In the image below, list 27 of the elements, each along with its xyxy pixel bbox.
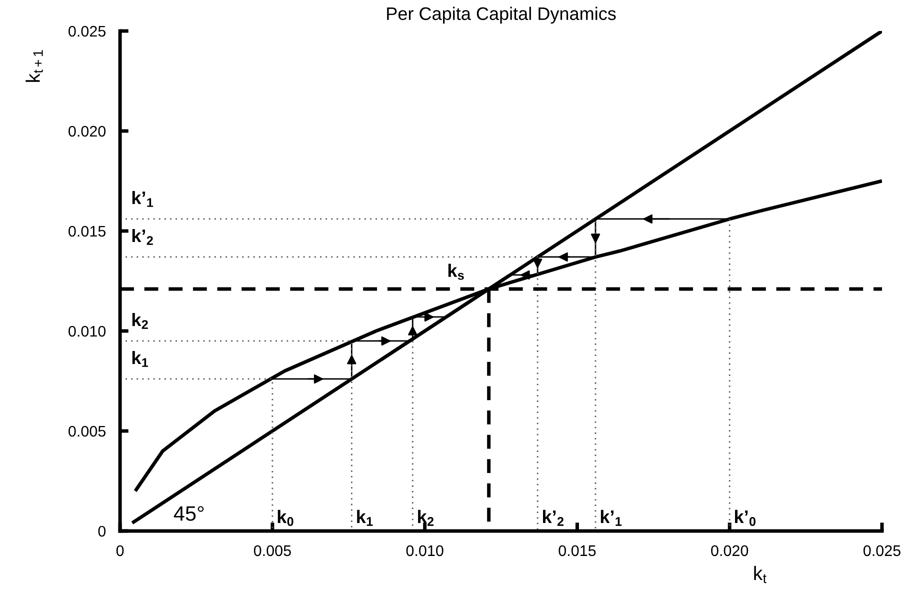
y-tick-label: 0.005 — [68, 426, 106, 437]
annotation: k$_{0}$ — [278, 510, 294, 526]
y-tick-label: 0.015 — [68, 226, 106, 237]
annotation: k$_{1}$ — [132, 350, 148, 367]
annotation: k’$_{2}$ — [543, 510, 564, 526]
annotation: k’$_{2}$ — [132, 228, 153, 245]
annotation: k$_{2}$ — [132, 312, 148, 329]
y-tick-label: 0.010 — [68, 326, 106, 337]
x-tick-label: 0.010 — [406, 545, 444, 556]
x-tick-label: 0.015 — [558, 545, 596, 556]
annotation: k$_{2}$ — [418, 510, 434, 526]
x-tick-label: 0.020 — [711, 545, 748, 556]
chart-title: Per Capita Capital Dynamics — [387, 6, 616, 24]
x-axis-title: k$_{t}$ — [754, 566, 766, 584]
annotation: k’$_{1}$ — [600, 510, 622, 526]
annotation: k’$_{0}$ — [735, 510, 756, 526]
y-tick-label: 0.025 — [68, 26, 106, 37]
annotation: k$_{1}$ — [357, 510, 373, 526]
x-tick-label: 0.025 — [863, 545, 900, 556]
x-tick-label: 0.005 — [254, 545, 291, 556]
annotation: k’$_{1}$ — [132, 190, 154, 207]
x-tick-label: 0 — [116, 545, 124, 556]
y-axis-title: k$_{t+1}$ — [26, 50, 43, 82]
y-tick-label: 0 — [98, 526, 106, 537]
annotation: 45° — [174, 506, 204, 521]
y-tick-label: 0.020 — [68, 126, 106, 137]
annotation: k$_{s}$ — [448, 264, 464, 280]
